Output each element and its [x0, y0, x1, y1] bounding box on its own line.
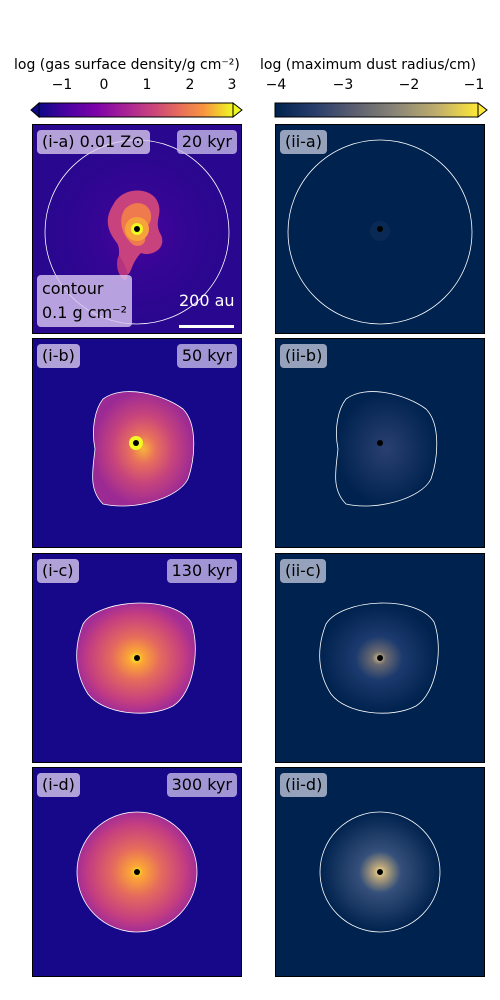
- panel-label: (ii-a): [280, 130, 327, 154]
- time-label: 50 kyr: [176, 344, 237, 368]
- dust-radius-panel-c: (ii-c): [275, 553, 485, 763]
- time-label: 20 kyr: [176, 130, 237, 154]
- dust-colorbar-tick: −4: [265, 77, 287, 93]
- dust-colorbar-tick: −3: [332, 77, 354, 93]
- dust-radius-panel-d: (ii-d): [275, 767, 485, 977]
- panel-label: (i-a) 0.01 Z⊙: [37, 130, 150, 154]
- gas-density-panel-a: (i-a) 0.01 Z⊙ 20 kyr contour 0.1 g cm⁻² …: [32, 124, 242, 334]
- dust-radius-map: [276, 768, 484, 976]
- dust-colorbar: [274, 101, 488, 119]
- contour-legend: contour 0.1 g cm⁻²: [37, 275, 133, 327]
- panel-label: (i-c): [37, 559, 79, 583]
- scale-bar-label: 200 au: [179, 291, 235, 310]
- gas-density-panel-d: (i-d) 300 kyr: [32, 767, 242, 977]
- panel-label: (i-b): [37, 344, 80, 368]
- gas-colorbar: [30, 101, 243, 119]
- dust-radius-panel-a: (ii-a): [275, 124, 485, 334]
- panel-label: (ii-c): [280, 559, 326, 583]
- gas-colorbar-tick: 2: [185, 77, 195, 93]
- gas-colorbar-tick: 3: [227, 77, 237, 93]
- panel-label: (i-d): [37, 773, 80, 797]
- dust-radius-map: [276, 125, 484, 333]
- dust-colorbar-tick: −1: [463, 77, 485, 93]
- dust-radius-map: [276, 554, 484, 762]
- time-label: 300 kyr: [166, 773, 237, 797]
- gas-colorbar-tick: 0: [99, 77, 109, 93]
- dust-colorbar-title: log (maximum dust radius/cm): [260, 57, 477, 73]
- gas-density-panel-b: (i-b) 50 kyr: [32, 338, 242, 548]
- gas-colorbar-tick: −1: [51, 77, 73, 93]
- contour-legend-line1: contour: [42, 279, 104, 298]
- gas-density-map: [33, 339, 241, 547]
- gas-colorbar-tick: 1: [142, 77, 152, 93]
- dust-colorbar-tick: −2: [398, 77, 420, 93]
- contour-legend-line2: 0.1 g cm⁻²: [42, 303, 128, 322]
- gas-density-map: [33, 768, 241, 976]
- gas-density-panel-c: (i-c) 130 kyr: [32, 553, 242, 763]
- time-label: 130 kyr: [166, 559, 237, 583]
- dust-radius-panel-b: (ii-b): [275, 338, 485, 548]
- scale-bar: [179, 325, 234, 328]
- dust-radius-map: [276, 339, 484, 547]
- gas-colorbar-title: log (gas surface density/g cm⁻²): [14, 57, 240, 73]
- panel-label: (ii-d): [280, 773, 328, 797]
- panel-label: (ii-b): [280, 344, 328, 368]
- gas-density-map: [33, 554, 241, 762]
